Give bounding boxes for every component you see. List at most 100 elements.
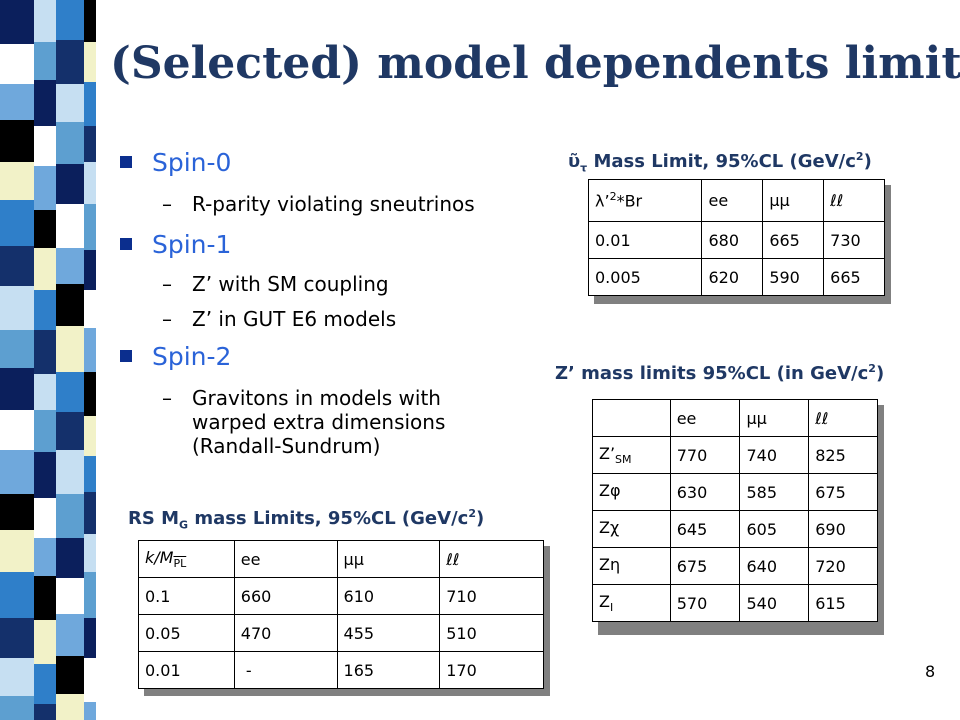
header-cell: ℓℓ <box>439 540 544 578</box>
header-cell: ee <box>233 540 338 578</box>
table-cell: 665 <box>762 221 825 259</box>
decorative-block <box>0 330 34 368</box>
decorative-block <box>34 374 56 410</box>
decorative-block <box>34 538 56 576</box>
row-label: Zφ <box>592 473 671 511</box>
decorative-block <box>34 166 56 210</box>
decorative-block <box>84 534 96 572</box>
decorative-block <box>84 658 96 702</box>
table-cell: 610 <box>336 577 441 615</box>
table-cell: 645 <box>669 510 741 548</box>
decorative-block <box>56 450 84 494</box>
decorative-block <box>84 618 96 658</box>
decorative-block <box>84 250 96 290</box>
table-row: Zη 675 640 720 <box>592 547 878 585</box>
decorative-block <box>0 658 34 696</box>
sub-bullet-text: R-parity violating sneutrinos <box>192 192 475 216</box>
decorative-block <box>84 0 96 42</box>
decorative-block <box>0 572 34 618</box>
bullet-square-icon <box>120 238 132 250</box>
table-row: 0.05 470 455 510 <box>138 614 544 652</box>
table-cell: 770 <box>669 436 741 474</box>
table-cell: 660 <box>233 577 338 615</box>
table-cell: 825 <box>808 436 878 474</box>
decorative-block <box>56 204 84 248</box>
decorative-block <box>84 204 96 250</box>
decorative-block <box>56 538 84 578</box>
decorative-block <box>56 578 84 614</box>
table-cell: 710 <box>439 577 544 615</box>
decorative-block <box>84 456 96 492</box>
header-cell: μμ <box>336 540 441 578</box>
rs-table: k/MPL ee μμ ℓℓ 0.1 660 610 710 0.05 470 … <box>138 540 544 689</box>
decorative-block <box>0 286 34 330</box>
decorative-block <box>34 620 56 664</box>
decorative-block <box>84 328 96 372</box>
decorative-block <box>56 284 84 326</box>
decorative-block <box>56 614 84 656</box>
table-row: 0.1 660 610 710 <box>138 577 544 615</box>
table-header-row: ee μμ ℓℓ <box>592 399 878 437</box>
table-row: Z’SM 770 740 825 <box>592 436 878 474</box>
header-cell: μμ <box>762 179 825 222</box>
page-number: 8 <box>925 662 936 681</box>
decorative-block <box>84 372 96 416</box>
decorative-block <box>84 492 96 534</box>
row-label: Zη <box>592 547 671 585</box>
bullet-spin0: Spin-0 <box>120 148 231 177</box>
table-cell: 455 <box>336 614 441 652</box>
sub-bullet-text: Gravitons in models with <box>192 386 441 410</box>
decorative-block <box>34 704 56 720</box>
sub-bullet-text: Z’ with SM coupling <box>192 272 389 296</box>
decorative-block <box>0 368 34 410</box>
decorative-block <box>0 44 34 84</box>
decorative-block <box>34 210 56 248</box>
table-row: 0.01 680 665 730 <box>587 221 885 259</box>
decorative-block <box>34 330 56 374</box>
decorative-block <box>84 126 96 162</box>
decorative-block <box>56 248 84 284</box>
decorative-block <box>34 0 56 42</box>
decorative-block <box>0 410 34 450</box>
slide-title: (Selected) model dependents limits <box>110 38 960 89</box>
decorative-block <box>0 530 34 572</box>
decorative-block <box>56 412 84 450</box>
decorative-block <box>84 42 96 82</box>
decorative-block <box>0 162 34 200</box>
header-cell: λ’2*Br <box>587 179 703 222</box>
decorative-block <box>56 372 84 412</box>
decorative-strip <box>0 0 110 720</box>
bullet-label: Spin-2 <box>152 342 232 371</box>
table-cell: 0.01 <box>587 221 703 259</box>
decorative-block <box>34 664 56 704</box>
decorative-block <box>56 122 84 164</box>
table-header-row: k/MPL ee μμ ℓℓ <box>138 540 544 578</box>
sub-bullet: – Gravitons in models with warped extra d… <box>162 386 446 458</box>
table-cell: 165 <box>336 651 441 689</box>
bullet-spin2: Spin-2 <box>120 342 231 371</box>
table-cell: 590 <box>762 258 825 296</box>
table-cell: 540 <box>739 584 810 622</box>
decorative-block <box>84 290 96 328</box>
sneutrino-table: λ’2*Br ee μμ ℓℓ 0.01 680 665 730 0.005 6… <box>587 179 885 296</box>
table-row: 0.01 - 165 170 <box>138 651 544 689</box>
table-cell: - <box>233 651 338 689</box>
table-cell: 640 <box>739 547 810 585</box>
sub-bullet: – Z’ with SM coupling <box>162 272 389 296</box>
sub-bullet-text: warped extra dimensions <box>192 410 446 434</box>
decorative-block <box>0 696 34 720</box>
decorative-block <box>84 162 96 204</box>
row-label: ZI <box>592 584 671 622</box>
decorative-block <box>0 246 34 286</box>
table-cell: 690 <box>808 510 878 548</box>
decorative-block <box>56 84 84 122</box>
decorative-block <box>34 290 56 330</box>
table-row: ZI 570 540 615 <box>592 584 878 622</box>
sub-bullet: – Z’ in GUT E6 models <box>162 307 397 331</box>
rs-table-heading: RS MG mass Limits, 95%CL (GeV/c2) <box>128 507 485 532</box>
decorative-block <box>0 84 34 120</box>
table-row: Zφ 630 585 675 <box>592 473 878 511</box>
bullet-square-icon <box>120 156 132 168</box>
table-cell: 605 <box>739 510 810 548</box>
row-label: Zχ <box>592 510 671 548</box>
